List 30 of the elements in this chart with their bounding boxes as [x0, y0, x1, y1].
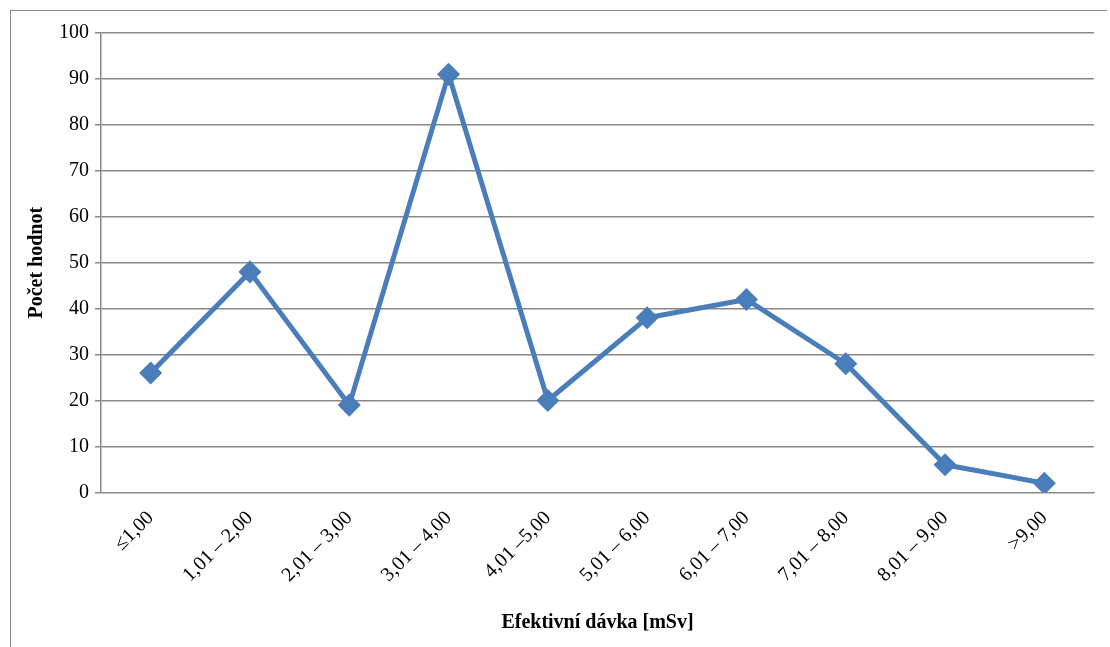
- point: [1033, 472, 1055, 493]
- point: [835, 353, 857, 375]
- point: [735, 288, 757, 310]
- y-tick-label: 90: [69, 66, 89, 89]
- x-tick-label: 2,01 – 3,00: [276, 505, 356, 586]
- y-axis-title: Počet hodnot: [24, 206, 47, 319]
- y-tick-label: 30: [69, 341, 89, 364]
- y-tick-label: 10: [69, 433, 89, 456]
- point: [934, 454, 956, 476]
- y-tick-label: 40: [69, 295, 89, 318]
- x-axis-title: Efektivní dávka [mSv]: [501, 610, 694, 633]
- x-tick-label: 6,01 – 7,00: [673, 505, 753, 586]
- y-tick-label: 80: [69, 112, 89, 135]
- x-tick-label: 7,01 – 8,00: [773, 505, 853, 586]
- x-tick-label: 8,01 – 9,00: [872, 505, 952, 586]
- y-tick-label: 70: [69, 158, 89, 181]
- y-tick-label: 50: [69, 249, 89, 272]
- x-tick-label: 1,01 – 2,00: [177, 505, 257, 586]
- point: [338, 394, 360, 416]
- y-tick-label: 0: [79, 479, 89, 502]
- point: [537, 390, 559, 412]
- x-tick-label: 3,01 – 4,00: [375, 505, 456, 586]
- point: [636, 307, 658, 329]
- y-tick-label: 60: [69, 204, 89, 227]
- x-tick-label: 5,01 – 6,00: [574, 505, 654, 586]
- y-tick-label: 100: [59, 20, 89, 43]
- y-tick-label: 20: [69, 387, 89, 410]
- point: [438, 63, 460, 85]
- point: [140, 362, 162, 384]
- point: [239, 261, 261, 283]
